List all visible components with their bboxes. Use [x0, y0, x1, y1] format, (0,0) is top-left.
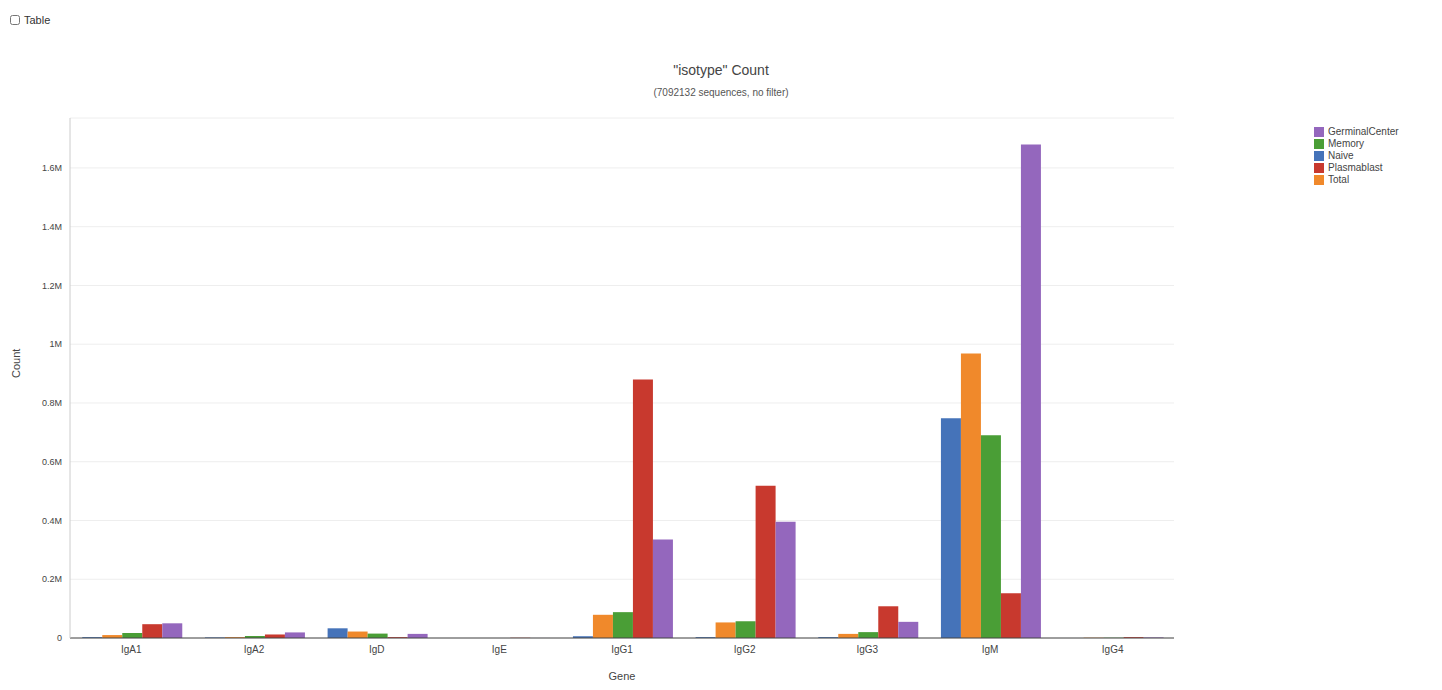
svg-text:0.2M: 0.2M	[42, 574, 62, 584]
svg-text:IgG1: IgG1	[611, 644, 633, 655]
svg-text:IgG2: IgG2	[734, 644, 756, 655]
svg-text:IgA2: IgA2	[244, 644, 265, 655]
svg-text:1.4M: 1.4M	[42, 222, 62, 232]
svg-text:Gene: Gene	[609, 670, 636, 682]
svg-text:1.6M: 1.6M	[42, 163, 62, 173]
svg-text:IgD: IgD	[369, 644, 385, 655]
svg-text:1.2M: 1.2M	[42, 281, 62, 291]
svg-text:0.6M: 0.6M	[42, 457, 62, 467]
svg-text:IgE: IgE	[492, 644, 507, 655]
html-text:GerminalCenter: GerminalCenter	[1328, 126, 1399, 137]
html-text:(7092132 sequences, no filter): (7092132 sequences, no filter)	[653, 87, 789, 98]
svg-text:0: 0	[57, 633, 62, 643]
html-text:Memory: Memory	[1328, 138, 1365, 149]
html-text:Table: Table	[24, 14, 51, 26]
html-text:Naive: Naive	[1328, 150, 1354, 161]
svg-text:0.8M: 0.8M	[42, 398, 62, 408]
svg-text:0.4M: 0.4M	[42, 516, 62, 526]
svg-text:IgM: IgM	[982, 644, 999, 655]
html-text:Plasmablast: Plasmablast	[1328, 162, 1383, 173]
svg-text:IgG4: IgG4	[1102, 644, 1124, 655]
svg-text:1M: 1M	[49, 339, 62, 349]
html-text:Total: Total	[1328, 174, 1350, 185]
svg-text:Count: Count	[10, 349, 22, 378]
svg-text:IgG3: IgG3	[856, 644, 878, 655]
html-text:"isotype" Count: "isotype" Count	[673, 62, 769, 78]
svg-text:IgA1: IgA1	[121, 644, 142, 655]
